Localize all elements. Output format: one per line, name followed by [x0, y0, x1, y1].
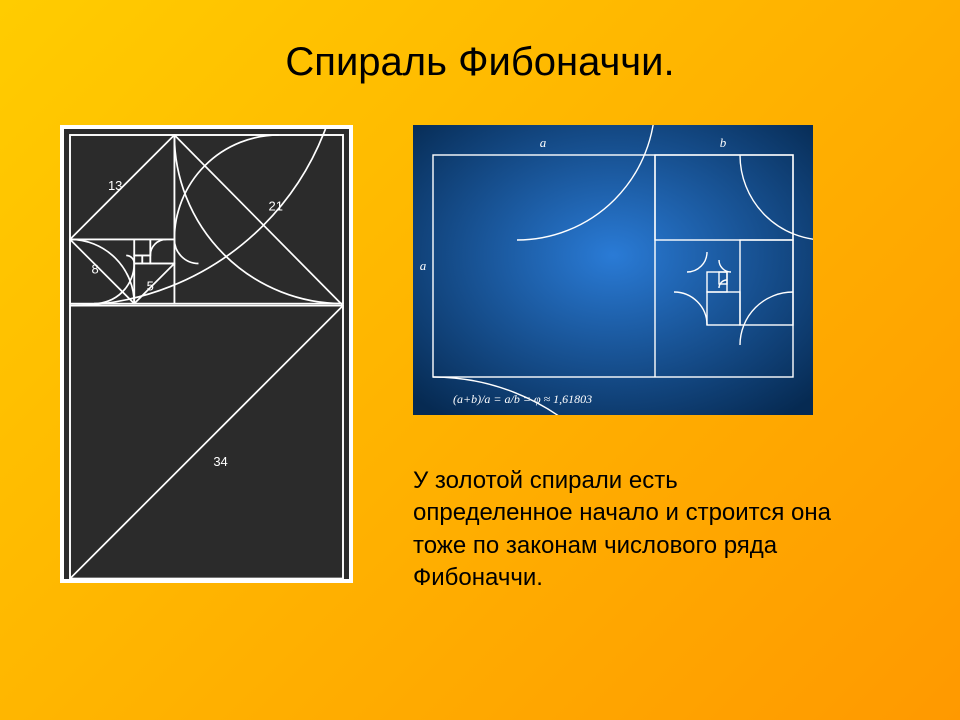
- golden-spiral-blue-svg: a b a (a+b)/a = a/b = φ ≈ 1,61803: [413, 125, 813, 415]
- svg-text:(a+b)/a = a/b = φ ≈ 1,61803: (a+b)/a = a/b = φ ≈ 1,61803: [453, 392, 592, 406]
- slide: Спираль Фибоначчи. 34211385 a b a (a+b)/a =…: [0, 0, 960, 720]
- content-row: 34211385 a b a (a+b)/a = a/b = φ ≈ 1,61803 …: [60, 125, 900, 595]
- fibonacci-spiral-dark-svg: 34211385: [64, 129, 349, 579]
- fibonacci-spiral-dark-diagram: 34211385: [60, 125, 353, 583]
- body-text: У золотой спирали есть определенное нача…: [413, 465, 833, 595]
- svg-text:b: b: [720, 135, 727, 150]
- svg-text:a: a: [420, 258, 427, 273]
- golden-spiral-blue-diagram: a b a (a+b)/a = a/b = φ ≈ 1,61803: [413, 125, 833, 415]
- svg-text:13: 13: [108, 178, 122, 193]
- svg-text:a: a: [540, 135, 547, 150]
- svg-text:34: 34: [213, 454, 227, 469]
- left-panel: 34211385: [60, 125, 353, 583]
- right-panel: a b a (a+b)/a = a/b = φ ≈ 1,61803 У золотой…: [413, 125, 833, 595]
- slide-title: Спираль Фибоначчи.: [60, 40, 900, 85]
